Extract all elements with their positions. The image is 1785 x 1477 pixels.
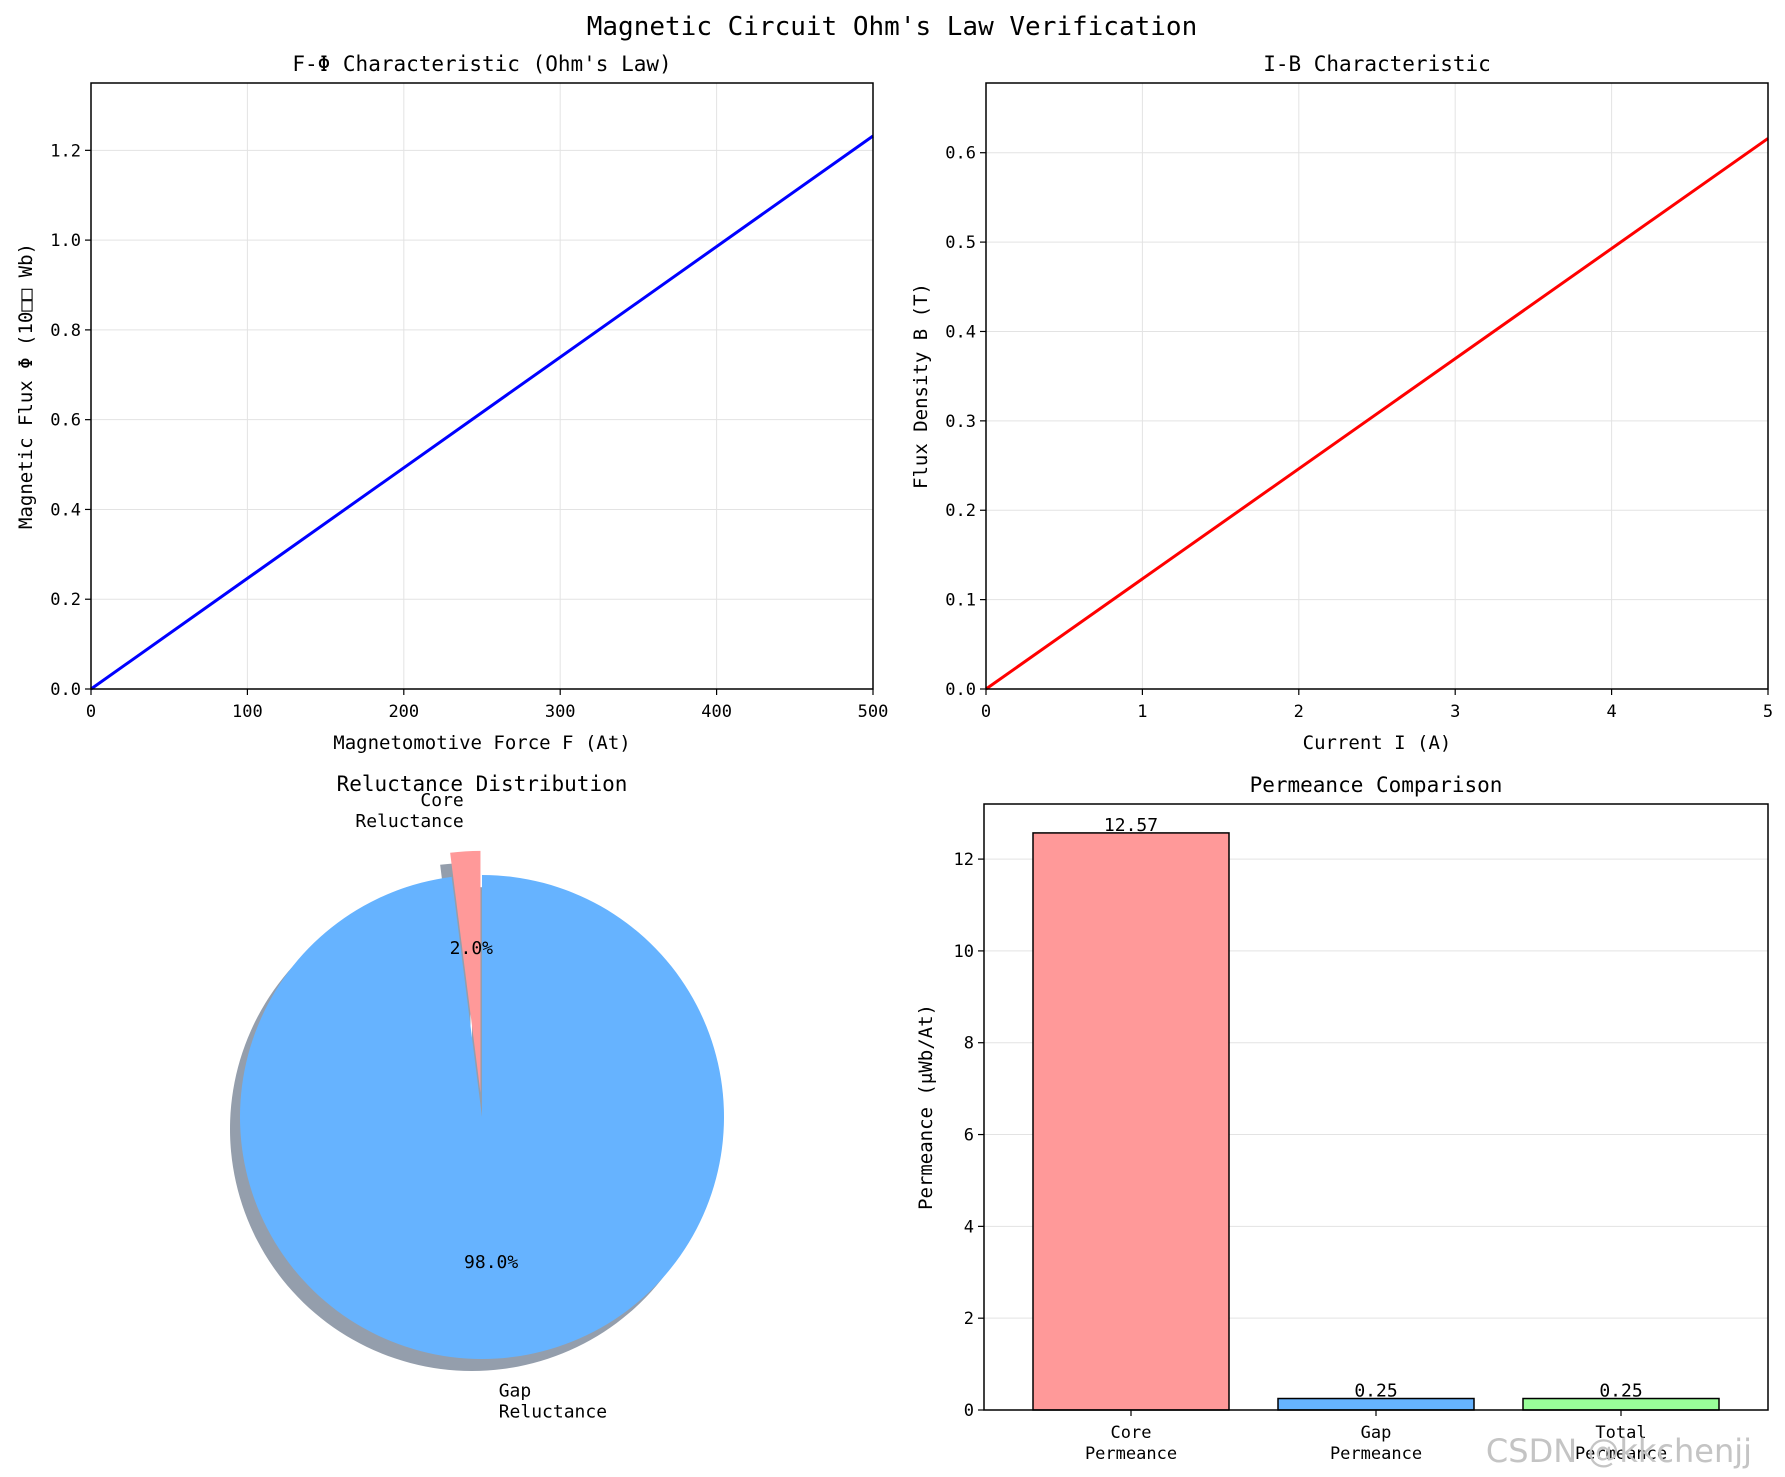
x-tick-label: 5: [1763, 702, 1773, 722]
watermark: CSDN @kkchenjj: [1486, 1432, 1752, 1470]
x-tick-label: 200: [388, 702, 419, 722]
y-tick-label: 0.6: [50, 411, 81, 431]
x-tick-label: Core Permeance: [1085, 1423, 1177, 1464]
pie-percent-label: 2.0%: [450, 938, 494, 959]
axes-frame: [90, 82, 874, 690]
x-tick-label: 300: [545, 702, 576, 722]
axes-frame: [983, 803, 1769, 1411]
x-tick-label: Total Permeance: [1575, 1423, 1667, 1464]
x-tick-label: 500: [858, 702, 889, 722]
y-tick-label: 0.8: [50, 321, 81, 341]
pie-slice-label: Gap Reluctance: [499, 1381, 607, 1423]
y-tick-label: 12: [954, 850, 974, 870]
bar-value-label: 0.25: [1599, 1381, 1642, 1402]
plot-title: I-B Characteristic: [1263, 52, 1491, 76]
figure-suptitle: Magnetic Circuit Ohm's Law Verification: [587, 12, 1197, 42]
y-tick-label: 0.5: [945, 233, 976, 253]
pie-slice-label: Core Reluctance: [355, 790, 463, 832]
y-tick-label: 6: [964, 1126, 974, 1146]
data-series-line: [985, 137, 1769, 691]
y-tick-label: 0.6: [945, 144, 976, 164]
x-tick-label: 400: [701, 702, 732, 722]
y-axis-label: Flux Density B (T): [910, 283, 932, 489]
plot-title: F-Φ Characteristic (Ohm's Law): [292, 52, 671, 76]
y-tick-label: 0.4: [945, 322, 976, 342]
x-tick-label: 3: [1450, 702, 1460, 722]
x-tick-label: Gap Permeance: [1330, 1423, 1422, 1464]
y-tick-label: 0: [964, 1401, 974, 1421]
axes-frame: [985, 82, 1769, 690]
x-axis-label: Magnetomotive Force F (At): [333, 732, 630, 754]
y-tick-label: 8: [964, 1034, 974, 1054]
y-tick-label: 0.3: [945, 412, 976, 432]
y-tick-label: 0.2: [945, 501, 976, 521]
plot-title: Reluctance Distribution: [337, 772, 628, 796]
plot-title: Permeance Comparison: [1250, 773, 1503, 797]
pie-slice: [239, 875, 724, 1360]
y-tick-label: 1.0: [50, 231, 81, 251]
pie-percent-label: 98.0%: [464, 1252, 518, 1273]
y-tick-label: 2: [964, 1309, 974, 1329]
bar-value-label: 12.57: [1104, 815, 1158, 836]
x-tick-label: 4: [1606, 702, 1616, 722]
permeance-bar-chart: 12.57 Core Permeance 0.25 Gap Permeance 0.25 To…: [915, 773, 1769, 1464]
data-series-line: [90, 134, 874, 691]
x-tick-label: 100: [232, 702, 263, 722]
bar-value-label: 0.25: [1354, 1381, 1397, 1402]
y-tick-label: 0.0: [945, 680, 976, 700]
y-tick-label: 4: [964, 1217, 974, 1237]
x-tick-label: 0: [981, 702, 991, 722]
reluctance-pie-chart: Core Reluctance 2.0% Gap Reluctance 98.0% Relu…: [229, 772, 724, 1423]
y-tick-label: 10: [954, 942, 974, 962]
x-axis-label: Current I (A): [1303, 732, 1452, 754]
x-tick-label: 2: [1294, 702, 1304, 722]
y-tick-label: 0.1: [945, 591, 976, 611]
x-tick-label: 0: [86, 702, 96, 722]
y-tick-label: 0.4: [50, 500, 81, 520]
flux-mmf-plot: 0 100 200 300 400 500 0.0 0.2 0.4 0.6 0.8 1.0 1.2 F-Φ…: [15, 52, 888, 754]
flux-density-current-plot: 0 1 2 3 4 5 0.0 0.1 0.2 0.3 0.4 0.5 0.6 I-B Character…: [910, 52, 1773, 754]
y-axis-label: Permeance (μWb/At): [915, 1004, 937, 1210]
bar: [1032, 832, 1230, 1411]
y-tick-label: 0.2: [50, 590, 81, 610]
y-axis-label: Magnetic Flux Φ (10□□ Wb): [15, 243, 37, 529]
y-tick-label: 1.2: [50, 141, 81, 161]
y-tick-label: 0.0: [50, 680, 81, 700]
x-tick-label: 1: [1137, 702, 1147, 722]
pie-slice: [450, 850, 481, 1093]
